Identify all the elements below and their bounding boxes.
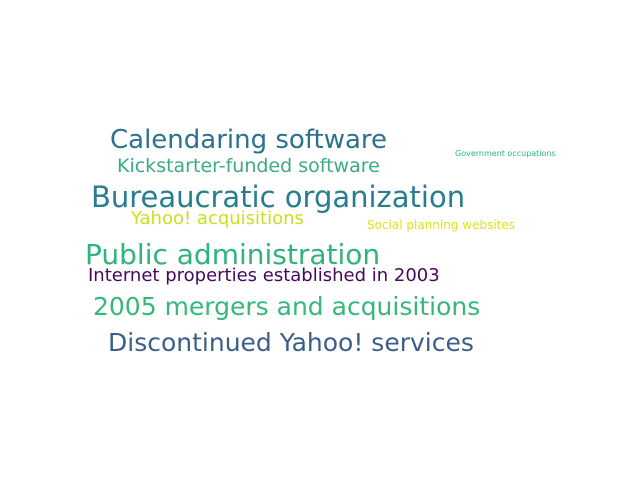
word-calendaring-software: Calendaring software xyxy=(110,125,388,155)
word-public-administration: Public administration xyxy=(85,238,381,271)
word-social-planning-websites: Social planning websites xyxy=(367,218,516,232)
word-bureaucratic-organization: Bureaucratic organization xyxy=(91,180,466,214)
word-internet-properties-2003: Internet properties established in 2003 xyxy=(88,265,440,286)
word-yahoo-acquisitions: Yahoo! acquisitions xyxy=(131,208,304,229)
word-government-occupations: Government occupations xyxy=(455,149,556,158)
word-discontinued-yahoo-services: Discontinued Yahoo! services xyxy=(108,328,474,357)
word-2005-mergers-acquisitions: 2005 mergers and acquisitions xyxy=(93,292,481,321)
word-kickstarter-funded-software: Kickstarter-funded software xyxy=(117,155,380,177)
